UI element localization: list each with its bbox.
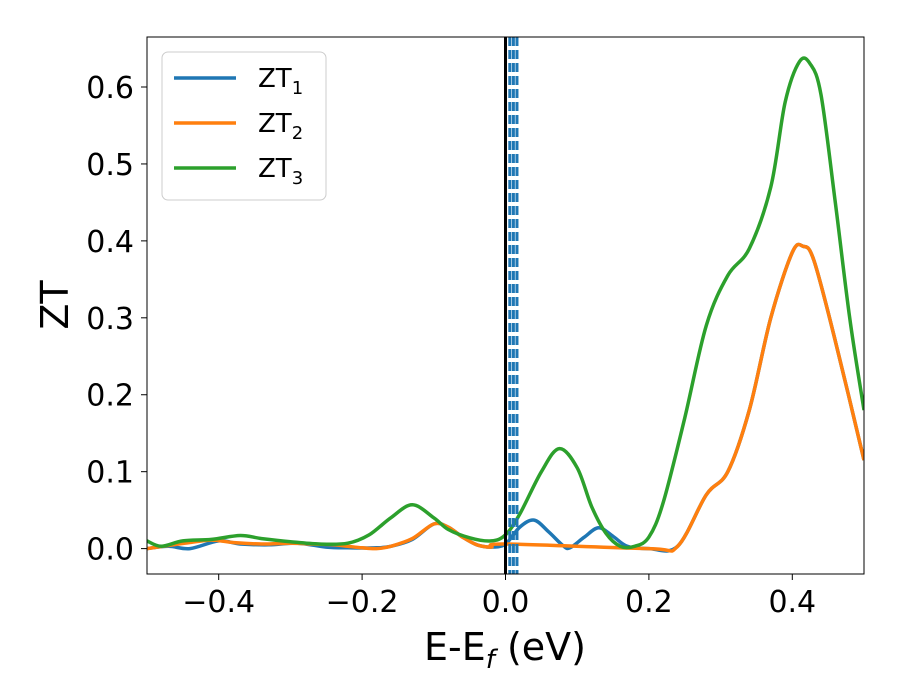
- y-tick-label: 0.1: [86, 456, 134, 491]
- legend: ZT1 ZT2 ZT3: [161, 51, 327, 201]
- y-axis-title: ZT: [33, 280, 77, 330]
- x-axis-title: E-Ef (eV): [424, 625, 586, 675]
- x-tick-label: −0.2: [326, 585, 399, 620]
- legend-label-2: ZT2: [258, 109, 303, 144]
- series-line-3: [147, 56, 864, 550]
- y-tick-label: 0.5: [86, 148, 134, 183]
- plot-area: [147, 37, 864, 574]
- legend-label-3: ZT3: [258, 154, 303, 189]
- y-tick-label: 0.6: [86, 71, 134, 106]
- x-axis-ticks: −0.4 −0.2 0.0 0.2 0.4: [182, 574, 816, 620]
- x-tick-label: −0.4: [182, 585, 255, 620]
- legend-label-1: ZT1: [258, 64, 303, 99]
- x-tick-label: 0.2: [625, 585, 673, 620]
- reference-lines: [504, 37, 519, 574]
- y-axis-ticks: 0.0 0.1 0.2 0.3 0.4 0.5 0.6: [86, 71, 147, 568]
- legend-box: [161, 51, 327, 201]
- y-tick-label: 0.0: [86, 533, 134, 568]
- y-tick-label: 0.2: [86, 379, 134, 414]
- y-tick-label: 0.4: [86, 225, 134, 260]
- x-tick-label: 0.0: [482, 585, 530, 620]
- x-tick-label: 0.4: [768, 585, 816, 620]
- series-layer: [147, 56, 864, 553]
- y-tick-label: 0.3: [86, 302, 134, 337]
